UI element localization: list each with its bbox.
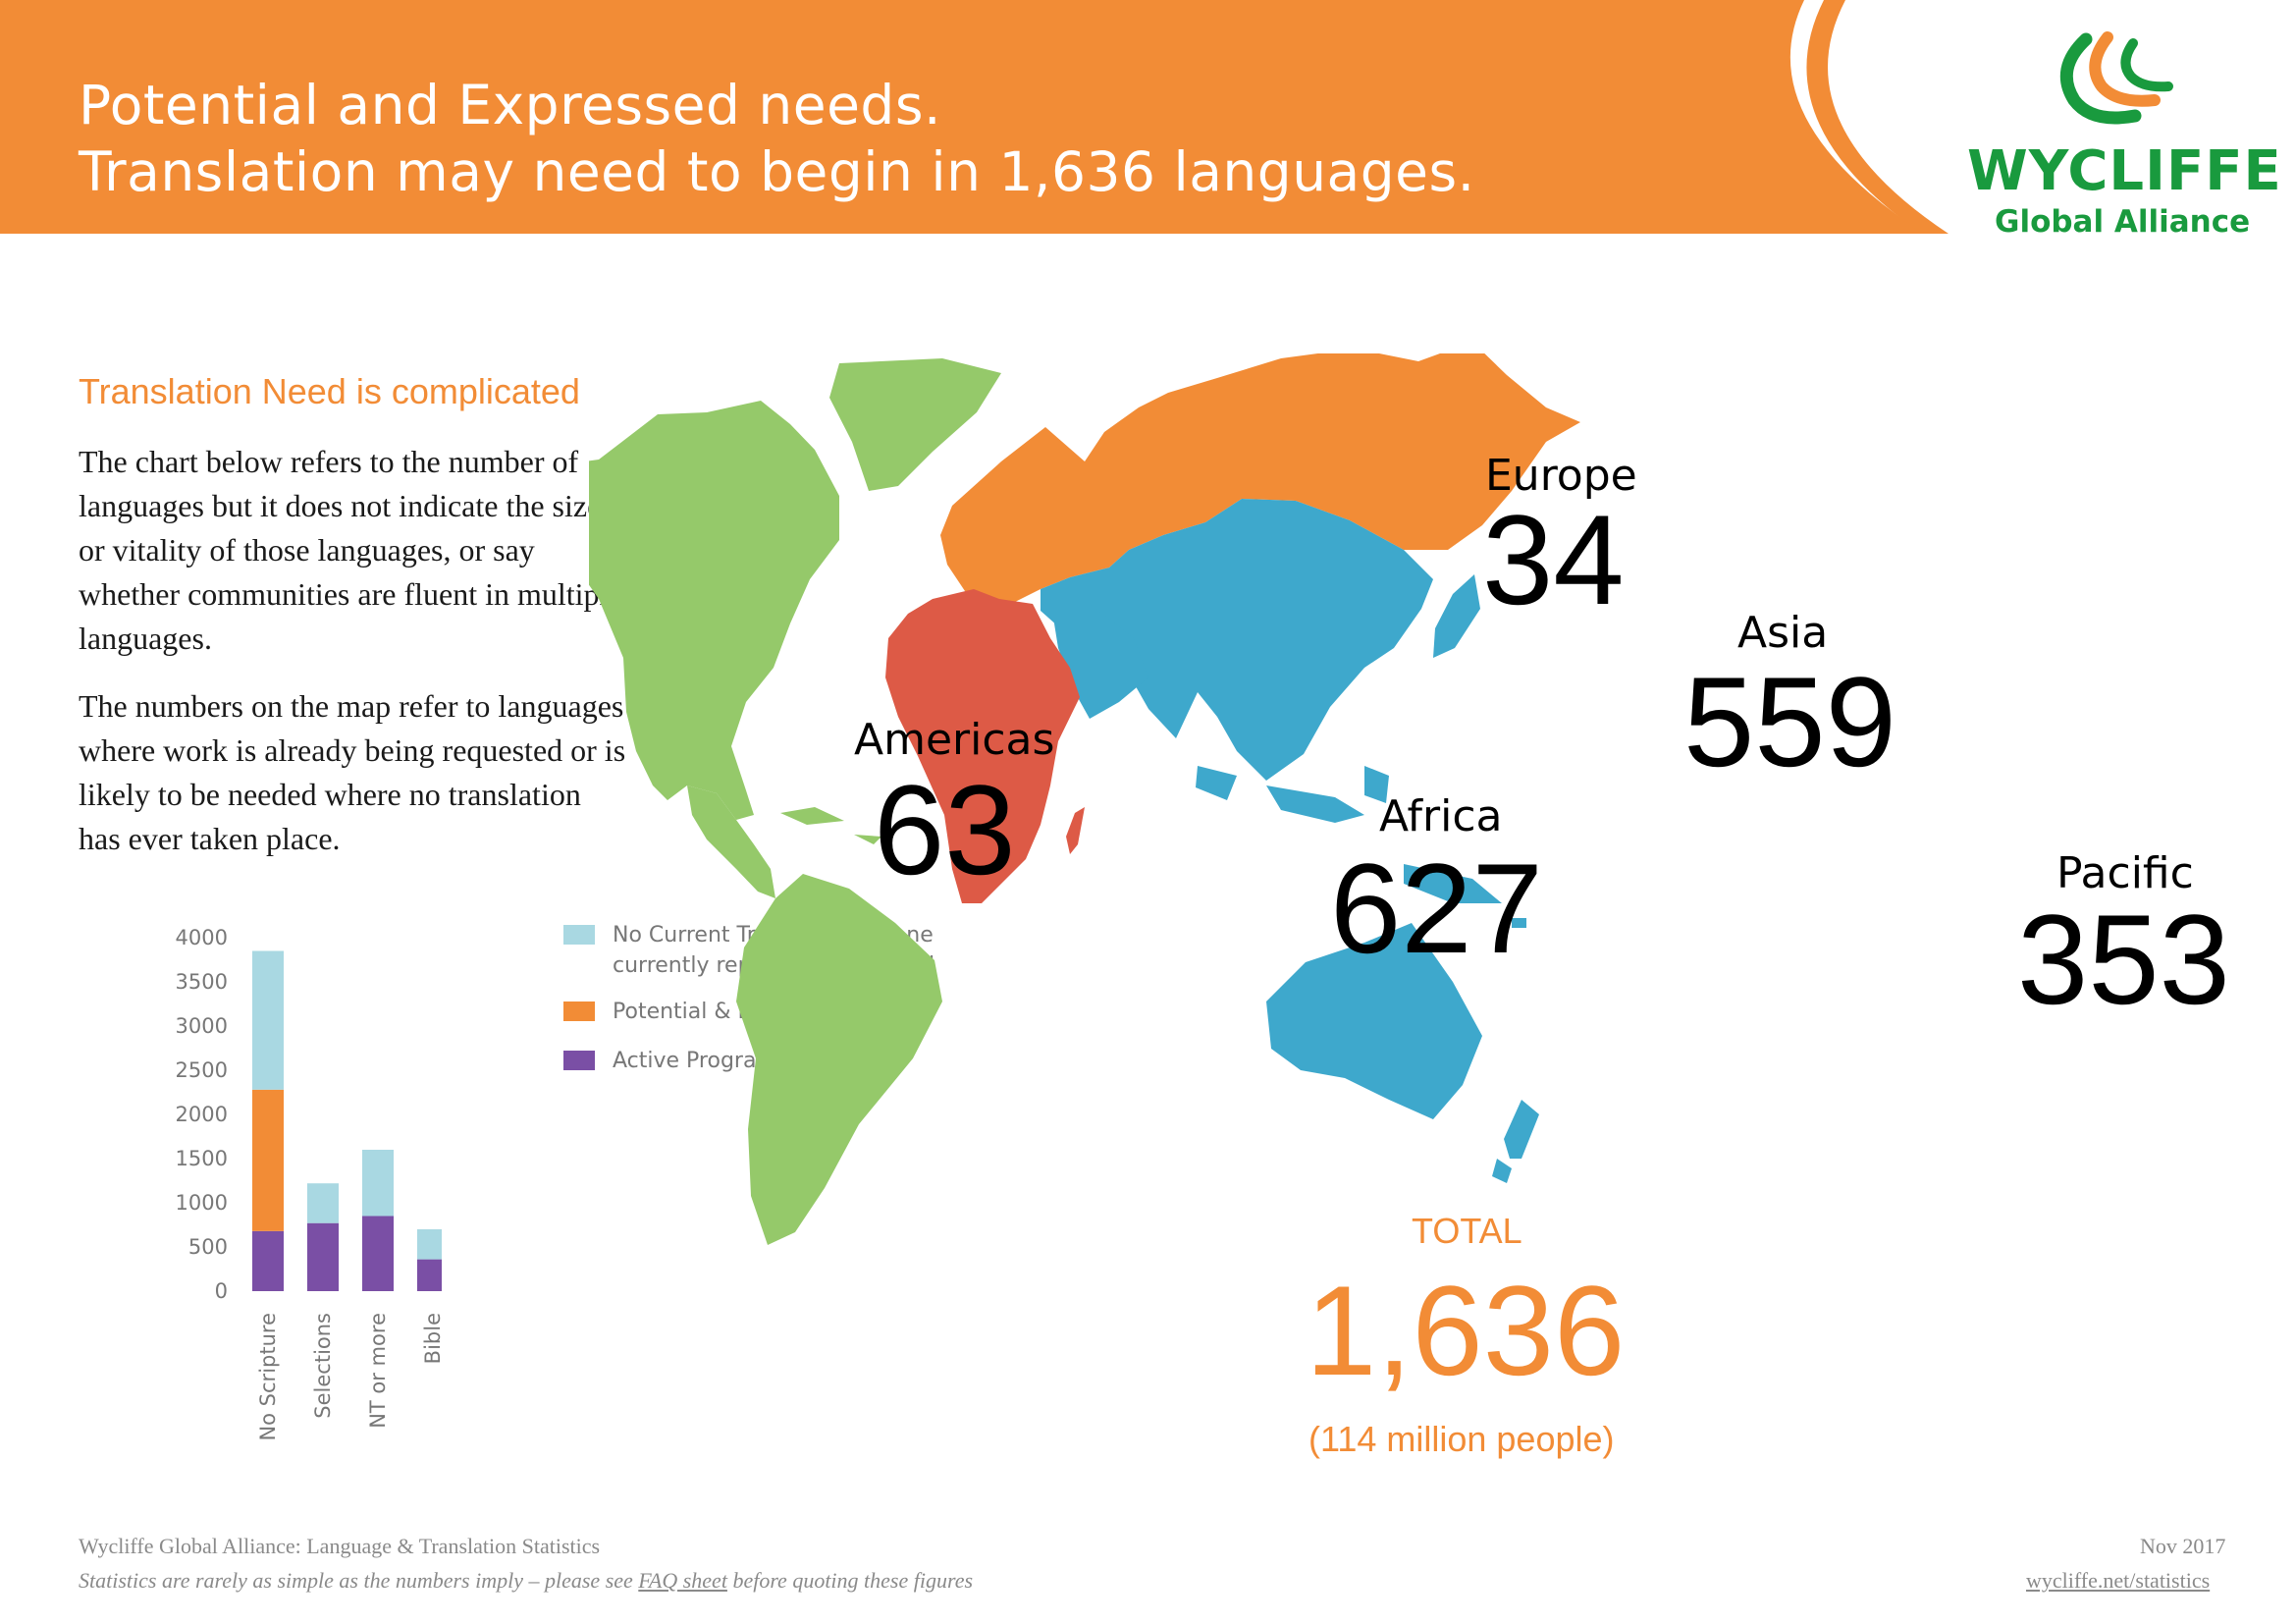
map-south-america	[736, 874, 942, 1245]
y-tick-label: 2000	[176, 1103, 228, 1126]
region-value-africa: 627	[1330, 837, 1543, 980]
footer-note-before: Statistics are rarely as simple as the n…	[79, 1568, 633, 1593]
region-label-africa: Africa	[1379, 791, 1503, 841]
map-greenland	[829, 358, 1001, 491]
page-title-line-1: Potential and Expressed needs.	[79, 74, 941, 136]
wycliffe-swoosh-logo-icon	[2059, 31, 2173, 125]
page-title-line-2: Translation may need to begin in 1,636 l…	[79, 140, 1475, 203]
header-background	[0, 0, 1949, 234]
header-banner: Potential and Expressed needs. Translati…	[0, 0, 2296, 234]
bar-segment	[417, 1229, 442, 1260]
region-label-pacific: Pacific	[2056, 848, 2194, 898]
map-asia	[1041, 499, 1433, 781]
region-value-asia: 559	[1683, 650, 1896, 793]
wycliffe-logo[interactable]: WYCLIFFE Global Alliance	[1953, 29, 2281, 245]
legend-label: Active Program	[613, 1049, 777, 1073]
map-europe-russia	[940, 353, 1580, 611]
y-tick-label: 1000	[176, 1191, 228, 1215]
y-tick-label: 1500	[176, 1147, 228, 1170]
intro-paragraph-1: The chart below refers to the number of …	[79, 444, 622, 656]
legend-swatch	[563, 925, 595, 945]
map-caribbean	[780, 807, 881, 844]
region-label-asia: Asia	[1737, 608, 1829, 658]
y-tick-label: 3500	[176, 970, 228, 994]
map-japan	[1433, 574, 1480, 658]
bar-segment	[362, 1216, 394, 1291]
region-label-americas: Americas	[854, 715, 1055, 765]
map-north-america	[589, 401, 839, 820]
region-value-pacific: 353	[2017, 888, 2230, 1031]
total-label: TOTAL	[1412, 1211, 1522, 1251]
footer-date: Nov 2017	[2140, 1534, 2226, 1558]
region-label-europe: Europe	[1485, 451, 1637, 501]
bar-segment	[307, 1222, 339, 1291]
x-category-label: No Scripture	[256, 1313, 280, 1441]
bar-segment	[252, 950, 284, 1090]
region-value-americas: 63	[874, 758, 1016, 901]
faq-sheet-link[interactable]: FAQ sheet	[638, 1568, 727, 1593]
logo-wordmark: WYCLIFFE	[1967, 139, 2282, 203]
y-tick-label: 3000	[176, 1014, 228, 1038]
region-value-europe: 34	[1482, 488, 1625, 631]
intro-paragraph-2: The numbers on the map refer to language…	[79, 688, 626, 856]
map-se-asia-islands	[1196, 766, 1389, 823]
map-pacific-islands	[1404, 864, 1526, 928]
world-map	[589, 353, 1580, 1245]
footer-source: Wycliffe Global Alliance: Language & Tra…	[79, 1534, 601, 1558]
footer-note-after: before quoting these figures	[732, 1568, 974, 1593]
bar-segment	[362, 1150, 394, 1217]
x-category-label: Bible	[421, 1313, 442, 1364]
legend-swatch	[563, 1051, 595, 1070]
y-tick-label: 0	[215, 1279, 228, 1303]
y-tick-label: 4000	[176, 926, 228, 949]
footer-note: Statistics are rarely as simple as the n…	[79, 1568, 973, 1594]
y-tick-label: 500	[188, 1235, 228, 1259]
bar-segment	[252, 1089, 284, 1231]
map-central-america	[687, 785, 775, 898]
x-category-label: NT or more	[366, 1313, 390, 1429]
bar-segment	[417, 1259, 442, 1291]
bar-chart-plot: 4000 3500 3000 2500 2000 1500 1000 500 0 No Scrip…	[176, 926, 442, 1441]
total-people: (114 million people)	[1308, 1419, 1615, 1459]
map-australia	[1266, 923, 1482, 1119]
section-heading: Translation Need is complicated	[79, 371, 580, 411]
map-africa	[885, 589, 1080, 903]
bar-segment	[252, 1230, 284, 1291]
x-category-label: Selections	[311, 1313, 335, 1419]
legend-swatch	[563, 1001, 595, 1021]
total-value: 1,636	[1306, 1259, 1626, 1402]
logo-tagline: Global Alliance	[1995, 204, 2251, 240]
bar-segment	[307, 1183, 339, 1223]
map-madagascar	[1066, 807, 1085, 854]
y-tick-label: 2500	[176, 1058, 228, 1082]
footer-url-link[interactable]: wycliffe.net/statistics	[2026, 1568, 2211, 1593]
map-new-zealand	[1492, 1100, 1539, 1183]
